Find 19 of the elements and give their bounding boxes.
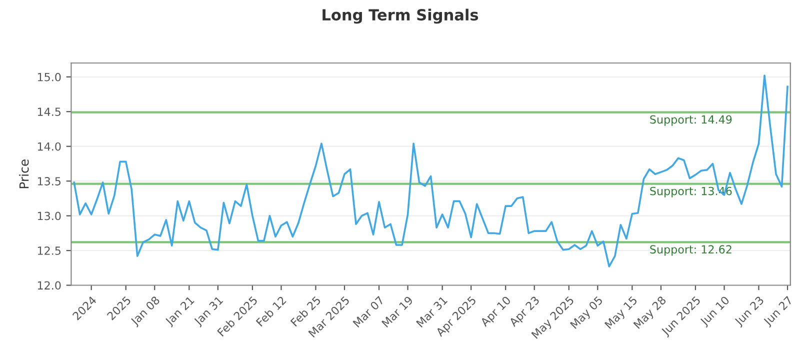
ref-line-label: Support: 12.62 xyxy=(650,245,732,256)
y-tick-label: 14.0 xyxy=(38,142,61,151)
x-tick-label: Feb 12 xyxy=(256,296,286,327)
x-tick-label: Jan 21 xyxy=(164,296,196,328)
y-tick-label: 12.0 xyxy=(38,281,61,290)
x-tick-label: Jan 31 xyxy=(193,296,225,328)
y-tick-label: 14.5 xyxy=(38,108,61,116)
x-tick-label: Mar 19 xyxy=(381,296,414,328)
y-axis-title: Price xyxy=(19,160,29,188)
y-tick-label: 12.5 xyxy=(38,246,61,255)
x-tick-label: Jan 08 xyxy=(130,296,162,328)
x-tick-label: Jun 10 xyxy=(699,296,732,328)
x-tick-label: Jun 27 xyxy=(762,296,794,328)
line-series xyxy=(73,74,788,268)
y-tick-label: 13.0 xyxy=(38,212,61,220)
y-tick-label: 13.5 xyxy=(38,177,61,186)
y-tick-label: 15.0 xyxy=(38,72,61,82)
ref-line-label: Support: 14.49 xyxy=(650,115,732,126)
chart-title: Long Term Signals xyxy=(322,8,478,24)
